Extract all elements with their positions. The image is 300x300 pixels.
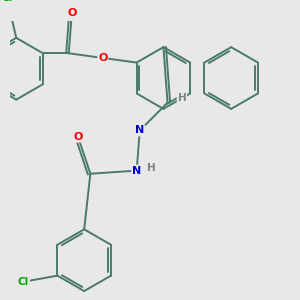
Text: H: H: [147, 163, 155, 172]
Text: O: O: [73, 132, 83, 142]
Text: N: N: [135, 125, 144, 136]
Text: N: N: [132, 166, 141, 176]
Text: O: O: [67, 8, 76, 18]
Text: Cl: Cl: [18, 277, 29, 287]
Text: H: H: [178, 93, 186, 103]
Text: O: O: [98, 53, 107, 63]
Text: Cl: Cl: [2, 0, 13, 3]
